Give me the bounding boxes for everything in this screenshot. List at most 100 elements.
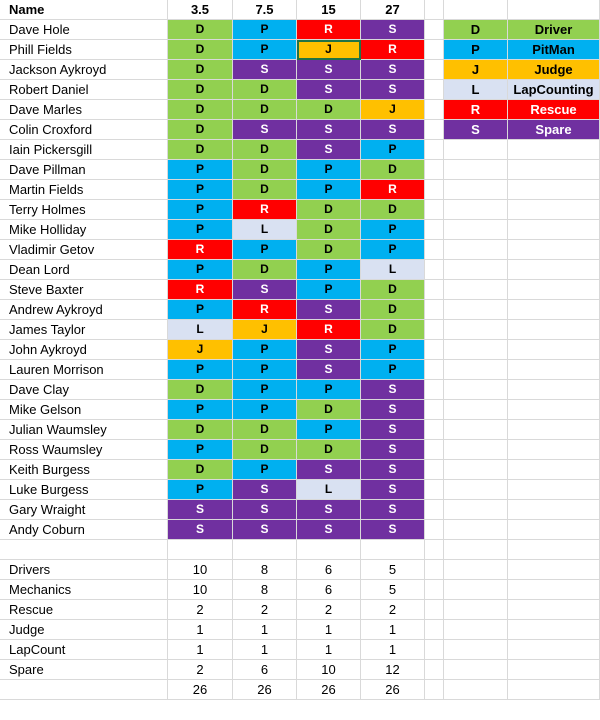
assignment-cell[interactable]: R [233,300,297,320]
empty-cell[interactable] [444,480,508,500]
assignment-cell[interactable]: P [168,180,233,200]
person-name[interactable]: Robert Daniel [0,80,168,100]
empty-cell[interactable] [508,240,600,260]
assignment-cell[interactable]: D [233,100,297,120]
empty-cell[interactable] [444,280,508,300]
header-col-2[interactable]: 7.5 [233,0,297,20]
person-name[interactable]: Dean Lord [0,260,168,280]
empty-cell[interactable] [425,540,444,560]
empty-cell[interactable] [444,600,508,620]
empty-cell[interactable] [508,600,600,620]
summary-label[interactable]: Drivers [0,560,168,580]
empty-cell[interactable] [508,300,600,320]
assignment-cell[interactable]: D [361,280,425,300]
empty-cell[interactable] [508,0,600,20]
assignment-cell[interactable]: D [297,100,361,120]
assignment-cell[interactable]: S [361,20,425,40]
summary-value[interactable]: 1 [233,640,297,660]
person-name[interactable]: John Aykroyd [0,340,168,360]
empty-cell[interactable] [425,440,444,460]
person-name[interactable]: James Taylor [0,320,168,340]
header-col-3[interactable]: 15 [297,0,361,20]
empty-cell[interactable] [508,340,600,360]
header-col-4[interactable]: 27 [361,0,425,20]
assignment-cell[interactable]: S [361,420,425,440]
empty-cell[interactable] [508,180,600,200]
person-name[interactable]: Andrew Aykroyd [0,300,168,320]
empty-cell[interactable] [508,220,600,240]
person-name[interactable]: Gary Wraight [0,500,168,520]
assignment-cell[interactable]: P [233,40,297,60]
person-name[interactable]: Dave Hole [0,20,168,40]
empty-cell[interactable] [444,220,508,240]
summary-value[interactable]: 10 [297,660,361,680]
empty-cell[interactable] [444,340,508,360]
assignment-cell[interactable]: D [297,240,361,260]
assignment-cell[interactable]: R [361,40,425,60]
assignment-cell[interactable]: S [233,500,297,520]
empty-cell[interactable] [508,200,600,220]
empty-cell[interactable] [425,220,444,240]
summary-value[interactable]: 10 [168,560,233,580]
assignment-cell[interactable]: S [297,520,361,540]
assignment-cell[interactable]: S [361,120,425,140]
empty-cell[interactable] [425,160,444,180]
person-name[interactable]: Colin Croxford [0,120,168,140]
person-name[interactable]: Phill Fields [0,40,168,60]
assignment-cell[interactable]: P [168,440,233,460]
empty-cell[interactable] [425,360,444,380]
empty-cell[interactable] [444,680,508,700]
assignment-cell[interactable]: R [297,20,361,40]
assignment-cell[interactable]: P [297,260,361,280]
empty-cell[interactable] [508,680,600,700]
assignment-cell[interactable]: D [361,160,425,180]
empty-cell[interactable] [508,500,600,520]
empty-cell[interactable] [425,20,444,40]
empty-cell[interactable] [444,320,508,340]
empty-cell[interactable] [508,280,600,300]
assignment-cell[interactable]: P [297,160,361,180]
empty-cell[interactable] [425,380,444,400]
empty-cell[interactable] [444,360,508,380]
assignment-cell[interactable]: P [168,200,233,220]
assignment-cell[interactable]: S [361,80,425,100]
assignment-cell[interactable]: D [361,320,425,340]
empty-cell[interactable] [508,460,600,480]
total-value[interactable]: 26 [361,680,425,700]
assignment-cell[interactable]: D [168,80,233,100]
empty-cell[interactable] [444,420,508,440]
assignment-cell[interactable]: P [297,380,361,400]
assignment-cell[interactable]: S [297,360,361,380]
summary-value[interactable]: 10 [168,580,233,600]
empty-cell[interactable] [444,180,508,200]
summary-value[interactable]: 2 [233,600,297,620]
summary-value[interactable]: 8 [233,580,297,600]
assignment-cell[interactable]: D [361,200,425,220]
empty-cell[interactable] [425,560,444,580]
assignment-cell[interactable]: P [297,420,361,440]
empty-cell[interactable] [425,100,444,120]
assignment-cell[interactable]: L [361,260,425,280]
assignment-cell[interactable]: S [168,520,233,540]
assignment-cell[interactable]: L [297,480,361,500]
legend-label[interactable]: Judge [508,60,600,80]
empty-cell[interactable] [425,660,444,680]
person-name[interactable]: Lauren Morrison [0,360,168,380]
summary-label[interactable]: LapCount [0,640,168,660]
empty-cell[interactable] [425,600,444,620]
legend-label[interactable]: PitMan [508,40,600,60]
legend-label[interactable]: Spare [508,120,600,140]
assignment-cell[interactable]: D [168,120,233,140]
empty-cell[interactable] [233,540,297,560]
summary-value[interactable]: 1 [297,620,361,640]
empty-cell[interactable] [0,680,168,700]
assignment-cell[interactable]: S [361,480,425,500]
legend-code[interactable]: J [444,60,508,80]
empty-cell[interactable] [425,80,444,100]
summary-value[interactable]: 1 [297,640,361,660]
assignment-cell[interactable]: D [168,140,233,160]
assignment-cell[interactable]: J [168,340,233,360]
assignment-cell[interactable]: D [168,20,233,40]
assignment-cell[interactable]: P [361,360,425,380]
person-name[interactable]: Martin Fields [0,180,168,200]
